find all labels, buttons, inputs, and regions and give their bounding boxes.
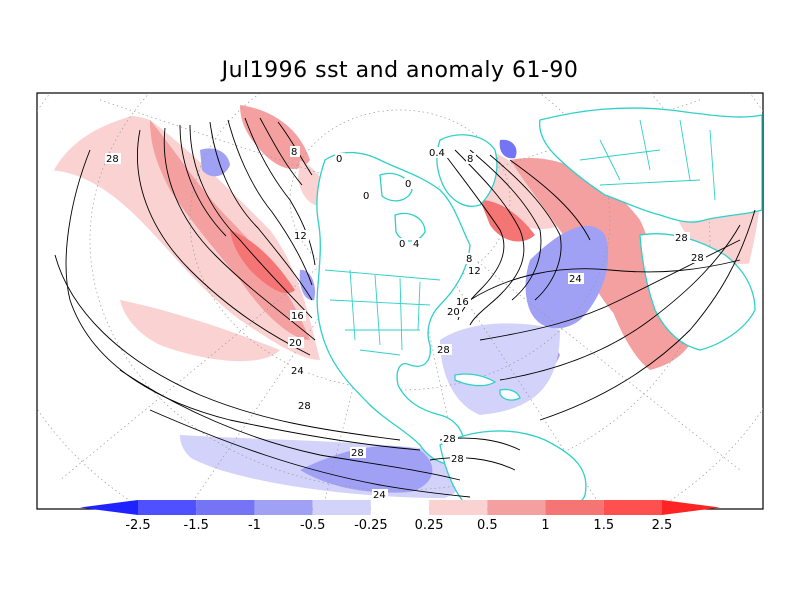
greenland-land — [436, 134, 498, 207]
contour-label: 24 — [568, 273, 584, 285]
contour-label: 20 — [288, 337, 304, 349]
svg-text:24: 24 — [569, 274, 582, 285]
cold-anomaly-region — [499, 139, 517, 159]
caribbean-islands — [499, 388, 521, 401]
colorbar-swatches — [80, 500, 720, 515]
colorbar-tick-labels: -2.5 -1.5 -1 -0.5 -0.25 0.25 0.5 1 1.5 2.5 — [125, 518, 672, 533]
colorbar-tick-label: -2.5 — [125, 518, 150, 533]
political-borders — [324, 119, 716, 356]
svg-text:28: 28 — [437, 345, 450, 356]
contour-label: 24 — [290, 365, 306, 377]
contour-label: 0 — [362, 190, 372, 202]
contour-label: 16 — [290, 310, 306, 322]
cold-anomaly-region — [525, 225, 609, 329]
contour-label: 0 — [398, 238, 408, 250]
cold-anomaly-region — [300, 446, 433, 493]
svg-text:28: 28 — [451, 454, 464, 465]
contour-label: 8 — [290, 146, 300, 158]
contour-label: 4 — [412, 238, 422, 250]
svg-text:16: 16 — [456, 297, 469, 308]
colorbar-tick-label: 1.5 — [593, 518, 614, 533]
contour-label: 16 — [455, 296, 471, 308]
svg-text:20: 20 — [289, 338, 302, 349]
contour-label: 28 — [105, 153, 121, 165]
contour-label: 12 — [467, 265, 483, 277]
cold-anomaly-region — [299, 269, 316, 301]
colorbar-arrow-low — [80, 500, 138, 515]
svg-text:24: 24 — [373, 490, 386, 501]
north-america-land — [316, 151, 471, 465]
colorbar: -2.5 -1.5 -1 -0.5 -0.25 0.25 0.5 1 1.5 2.5 — [80, 500, 720, 533]
svg-text:0: 0 — [405, 179, 411, 190]
warm-anomaly-region — [120, 300, 280, 362]
contour-label-group: 28 8 0 0 12 16 20 24 28 28 24 0 0.4 8 0 … — [105, 146, 706, 501]
colorbar-swatch — [138, 500, 197, 515]
map-title: Jul1996 sst and anomaly 61-90 — [221, 58, 579, 83]
svg-text:20: 20 — [447, 307, 460, 318]
contour-label: 28 — [442, 433, 458, 445]
colorbar-tick-label: 0.25 — [415, 518, 444, 533]
continents — [316, 107, 763, 509]
svg-text:28: 28 — [106, 154, 119, 165]
contour-label: 0.4 — [428, 147, 448, 159]
contour-label: 28 — [350, 447, 366, 459]
colorbar-swatch — [545, 500, 604, 515]
colorbar-swatch — [370, 500, 430, 515]
contour-label: 28 — [450, 453, 466, 465]
cold-anomaly-region — [200, 148, 230, 177]
colorbar-tick-label: -1.5 — [184, 518, 209, 533]
svg-text:8: 8 — [466, 254, 472, 265]
warm-anomaly-region — [40, 113, 320, 360]
colorbar-tick-label: -0.25 — [354, 518, 388, 533]
colorbar-swatch — [254, 500, 313, 515]
svg-text:28: 28 — [675, 233, 688, 244]
svg-text:8: 8 — [291, 147, 297, 158]
contour-label: 12 — [293, 230, 309, 242]
colorbar-swatch — [487, 500, 546, 515]
colorbar-swatch — [312, 500, 371, 515]
warm-anomaly-region — [230, 230, 295, 294]
svg-text:0: 0 — [336, 154, 342, 165]
colorbar-tick-label: 0.5 — [477, 518, 498, 533]
warm-anomaly-region — [480, 200, 535, 242]
colorbar-swatch — [196, 500, 255, 515]
contour-label: 28 — [297, 400, 313, 412]
contour-label: 28 — [674, 232, 690, 244]
svg-text:4: 4 — [413, 239, 419, 250]
svg-text:12: 12 — [294, 231, 307, 242]
svg-text:28: 28 — [298, 401, 311, 412]
contour-label: 0 — [335, 153, 345, 165]
svg-text:8: 8 — [467, 154, 473, 165]
svg-text:28: 28 — [691, 253, 704, 264]
arctic-islands — [394, 212, 426, 242]
cold-anomaly-region — [440, 323, 560, 415]
contour-label: 28 — [436, 344, 452, 356]
colorbar-tick-label: -1 — [248, 518, 261, 533]
svg-text:28: 28 — [443, 434, 456, 445]
svg-text:0: 0 — [363, 191, 369, 202]
colorbar-swatch — [603, 500, 662, 515]
europe-land — [539, 107, 763, 223]
contour-label: 8 — [465, 253, 475, 265]
contour-label: 8 — [466, 153, 476, 165]
contour-label: 20 — [446, 306, 462, 318]
svg-text:12: 12 — [468, 266, 481, 277]
contour-label: 0 — [404, 178, 414, 190]
svg-text:0.4: 0.4 — [429, 148, 445, 159]
contour-label: 24 — [372, 489, 388, 501]
caribbean-islands — [454, 373, 497, 387]
colorbar-tick-label: 2.5 — [652, 518, 673, 533]
svg-text:16: 16 — [291, 311, 304, 322]
contour-label: 28 — [690, 252, 706, 264]
colorbar-arrow-high — [662, 500, 720, 515]
colorbar-tick-label: -0.5 — [300, 518, 325, 533]
svg-text:24: 24 — [291, 366, 304, 377]
svg-text:28: 28 — [351, 448, 364, 459]
svg-text:0: 0 — [399, 239, 405, 250]
colorbar-swatch — [429, 500, 488, 515]
colorbar-tick-label: 1 — [541, 518, 549, 533]
